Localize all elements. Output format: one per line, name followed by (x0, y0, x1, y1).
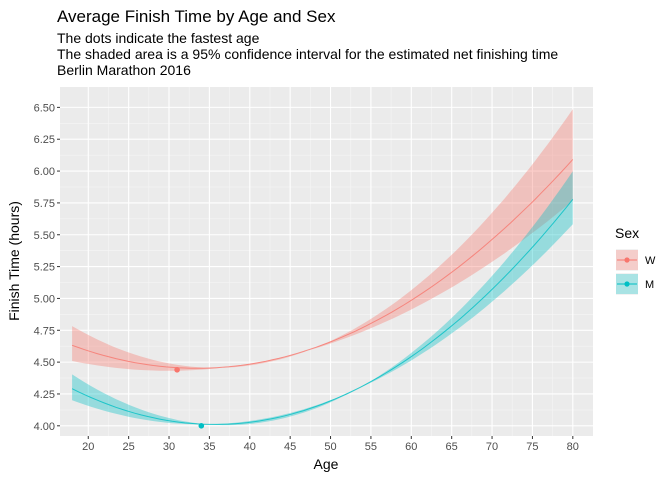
y-tick-label: 5.00 (34, 293, 55, 305)
y-tick-label: 4.75 (34, 325, 55, 337)
chart-subtitle-line-2: The shaded area is a 95% confidence inte… (57, 46, 558, 62)
y-tick-label: 6.50 (34, 102, 55, 114)
ribbon-w (72, 109, 573, 371)
x-tick-label: 75 (526, 441, 538, 453)
y-tick-label: 4.25 (34, 389, 55, 401)
chart-subtitle-line-1: The dots indicate the fastest age (57, 30, 260, 46)
y-tick-label: 5.50 (34, 230, 55, 242)
chart-title: Average Finish Time by Age and Sex (57, 7, 336, 26)
x-tick-label: 60 (405, 441, 417, 453)
y-tick-label: 5.25 (34, 262, 55, 274)
y-tick-label: 4.50 (34, 357, 55, 369)
legend-label-m: M (645, 279, 654, 291)
x-tick-label: 30 (163, 441, 175, 453)
y-axis-title: Finish Time (hours) (6, 201, 22, 321)
y-tick-label: 5.75 (34, 198, 55, 210)
major-gridlines (60, 87, 593, 436)
legend-key-point-m (624, 281, 630, 287)
fastest-age-points (174, 366, 205, 429)
x-axis-title: Age (314, 456, 339, 472)
confidence-ribbons (72, 109, 573, 426)
y-tick-label: 6.25 (34, 134, 55, 146)
series-lines (71, 159, 574, 425)
x-tick-label: 25 (123, 441, 135, 453)
y-tick-label: 4.00 (34, 421, 55, 433)
legend-key-point-w (624, 257, 630, 263)
x-tick-label: 45 (284, 441, 296, 453)
x-tick-label: 40 (244, 441, 256, 453)
x-tick-label: 55 (365, 441, 377, 453)
legend: Sex WM (615, 225, 656, 295)
fastest-point-w (174, 366, 180, 373)
minor-gridlines (60, 87, 593, 436)
x-tick-label: 20 (82, 441, 94, 453)
x-tick-label: 70 (486, 441, 498, 453)
x-tick-label: 80 (567, 441, 579, 453)
ribbon-m (72, 171, 573, 426)
legend-label-w: W (645, 255, 656, 267)
x-tick-label: 35 (203, 441, 215, 453)
y-axis-ticks: 4.00 4.25 4.50 4.75 5.00 5.25 5.50 5.75 6.00 6.25… (34, 102, 60, 433)
fastest-point-m (198, 423, 205, 429)
line-w (71, 159, 574, 369)
line-m (71, 198, 574, 425)
x-tick-label: 50 (324, 441, 336, 453)
legend-title: Sex (615, 225, 639, 241)
x-tick-label: 65 (446, 441, 458, 453)
x-axis-ticks: 20 25 30 35 40 45 50 55 60 65 70 75 80 (82, 436, 579, 453)
chart-subtitle-line-3: Berlin Marathon 2016 (57, 62, 191, 78)
y-tick-label: 6.00 (34, 166, 55, 178)
